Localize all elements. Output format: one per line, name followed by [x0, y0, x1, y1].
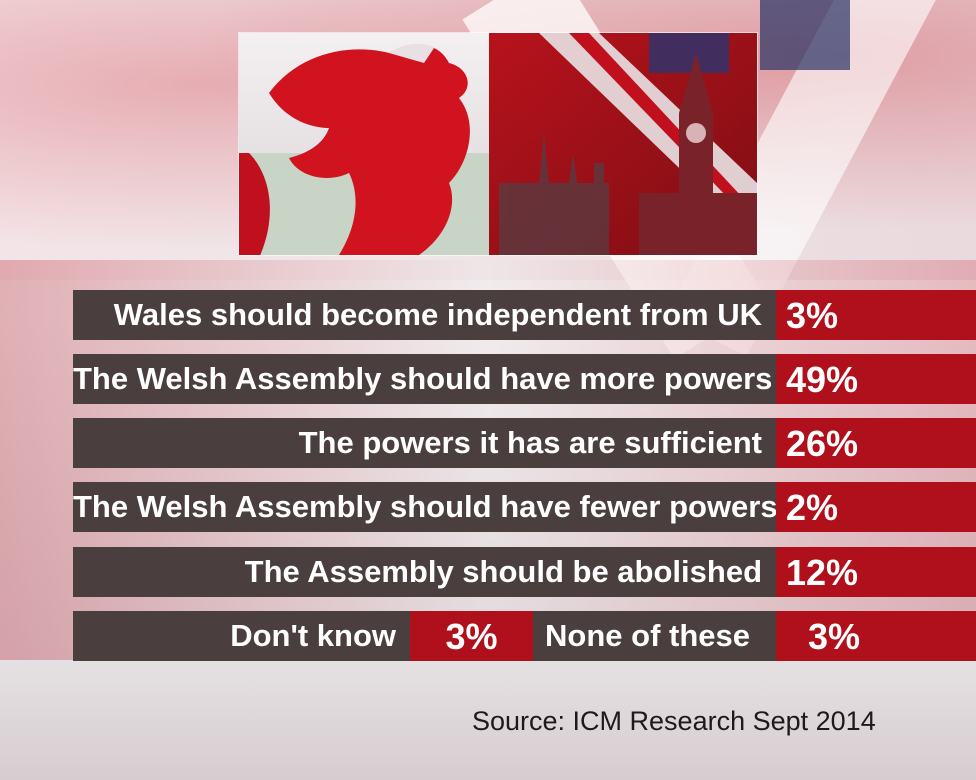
value-label: 12%: [776, 547, 976, 597]
value-label: 2%: [776, 482, 976, 532]
background-stripe: [760, 0, 850, 70]
value-label: 26%: [776, 418, 976, 468]
chart-row: Don't know 3% None of these 3%: [73, 611, 976, 661]
category-label: None of these: [533, 611, 776, 661]
chart-row: The Welsh Assembly should have fewer pow…: [73, 482, 976, 532]
category-label: The powers it has are sufficient: [73, 418, 776, 468]
category-label: Don't know: [73, 611, 410, 661]
category-label: The Welsh Assembly should have more powe…: [73, 354, 776, 404]
value-label: 3%: [776, 611, 976, 661]
chart-row: The powers it has are sufficient 26%: [73, 418, 976, 468]
value-label: 3%: [410, 611, 533, 661]
category-label: Wales should become independent from UK: [73, 290, 776, 340]
chart-row: The Assembly should be abolished 12%: [73, 547, 976, 597]
chart-row: Wales should become independent from UK …: [73, 290, 976, 340]
source-note: Source: ICM Research Sept 2014: [472, 706, 876, 736]
chart-row: The Welsh Assembly should have more powe…: [73, 354, 976, 404]
category-label: The Assembly should be abolished: [73, 547, 776, 597]
background-band: [0, 660, 976, 780]
value-label: 49%: [776, 354, 976, 404]
welsh-flag-big-ben-image: [238, 32, 758, 256]
value-label: 3%: [776, 290, 976, 340]
category-label: The Welsh Assembly should have fewer pow…: [73, 482, 778, 532]
image-illustration: [239, 33, 757, 255]
